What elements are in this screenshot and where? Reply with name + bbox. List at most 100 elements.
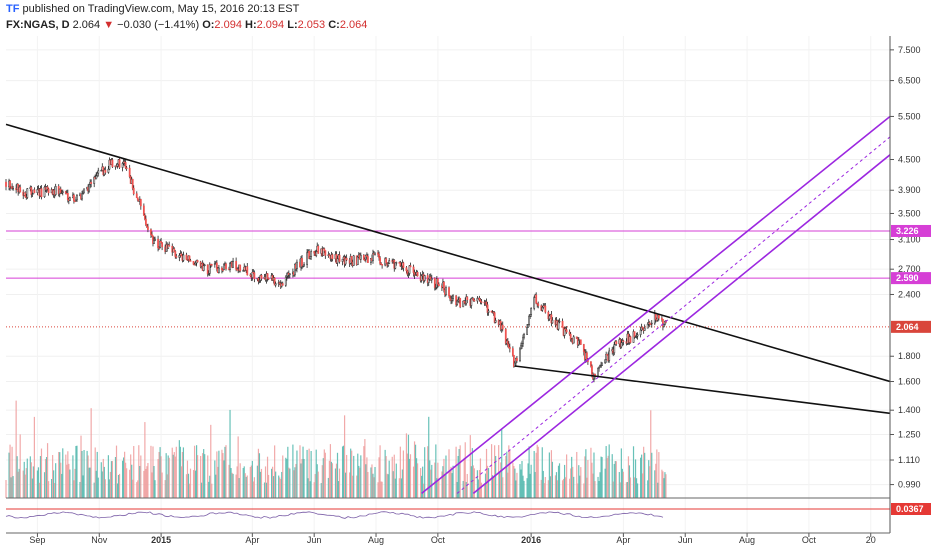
volume-bar xyxy=(72,455,74,498)
volume-bar xyxy=(246,475,248,498)
symbol-label[interactable]: FX:NGAS, D xyxy=(6,19,70,31)
volume-bar xyxy=(576,451,578,498)
candle-body xyxy=(125,167,128,169)
candle-body xyxy=(512,355,515,367)
volume-bar xyxy=(459,445,461,498)
candle-body xyxy=(147,226,149,230)
candle-body xyxy=(174,251,177,257)
volume-bar xyxy=(182,447,185,498)
volume-bar xyxy=(302,446,304,498)
volume-bar xyxy=(54,482,56,498)
candle-body xyxy=(116,163,119,167)
candle-body xyxy=(185,254,188,260)
candle-body xyxy=(363,259,366,261)
volume-bar xyxy=(87,455,89,498)
candle-body xyxy=(100,169,103,172)
candle-body xyxy=(374,252,376,255)
candle-body xyxy=(597,367,599,377)
horizontal-levels xyxy=(6,230,890,328)
volume-bar xyxy=(350,448,352,498)
candles xyxy=(5,157,667,383)
candle-body xyxy=(661,317,663,320)
volume-bar xyxy=(51,478,53,498)
volume-bar xyxy=(272,466,274,498)
candle-body xyxy=(504,328,507,344)
volume-bar xyxy=(109,471,112,498)
x-tick-label: Oct xyxy=(431,535,446,545)
candle-body xyxy=(622,340,625,342)
volume-bar xyxy=(527,463,529,498)
candle-body xyxy=(253,272,256,280)
volume-bar xyxy=(221,449,223,498)
volume-bar xyxy=(657,482,659,498)
candle-body xyxy=(207,273,210,275)
volume-bar xyxy=(110,461,113,498)
candle-body xyxy=(317,245,320,254)
volume-bar xyxy=(336,452,339,498)
volume-bar xyxy=(405,433,408,498)
volume-bar xyxy=(650,410,652,498)
volume-bar xyxy=(431,464,433,498)
candle-body xyxy=(142,205,145,216)
volume-bar xyxy=(75,445,77,498)
last-price-badge-bg xyxy=(891,320,931,333)
candle-body xyxy=(160,241,163,244)
volume-bar xyxy=(200,455,202,498)
volume-bar xyxy=(541,447,543,498)
volume-bar xyxy=(627,456,630,498)
candle-body xyxy=(359,254,362,260)
volume-bar xyxy=(658,452,660,498)
candle-body xyxy=(88,184,91,192)
candle-body xyxy=(296,261,298,269)
volume-bar xyxy=(129,469,131,498)
volume-bar xyxy=(167,455,169,498)
candle-body xyxy=(478,297,481,301)
volume-bar xyxy=(31,478,33,498)
volume-bar xyxy=(292,444,294,498)
volume-bar xyxy=(322,458,324,498)
volume-bar xyxy=(287,446,289,498)
volume-bar xyxy=(343,415,346,498)
candle-body xyxy=(459,297,462,308)
volume-bar xyxy=(29,456,31,498)
volume-bar xyxy=(235,474,237,498)
candle-body xyxy=(306,252,308,265)
volume-bar xyxy=(252,481,254,498)
candle-body xyxy=(530,308,533,315)
volume-bar xyxy=(386,473,388,498)
volume-bar xyxy=(465,481,467,498)
volume-bar xyxy=(521,461,523,498)
y-tick-label: 7.500 xyxy=(898,45,921,55)
volume-bar xyxy=(349,472,351,498)
volume-bar xyxy=(430,469,432,498)
candle-body xyxy=(161,242,164,248)
x-tick-label: Apr xyxy=(245,535,259,545)
volume-bar xyxy=(421,475,423,498)
volume-bar xyxy=(301,458,303,498)
candle-body xyxy=(43,186,46,198)
candle-body xyxy=(413,272,416,276)
candle-body xyxy=(5,181,7,187)
volume-bar xyxy=(40,448,43,498)
volume-bar xyxy=(365,464,367,498)
volume-bar xyxy=(281,471,283,498)
candle-body xyxy=(154,238,156,241)
candle-body xyxy=(150,229,152,235)
volume-bar xyxy=(52,455,54,498)
candle-body xyxy=(33,189,36,193)
volume-bar xyxy=(591,462,593,498)
candle-body xyxy=(409,265,412,268)
volume-bar xyxy=(444,475,446,498)
candle-body xyxy=(24,192,27,198)
volume-bar xyxy=(81,450,83,498)
volume-bar xyxy=(493,477,495,498)
volume-bar xyxy=(505,455,507,498)
candle-body xyxy=(182,254,185,261)
volume-bar xyxy=(327,477,329,498)
volume-bar xyxy=(328,460,330,498)
volume-bar xyxy=(502,477,504,498)
tradingview-logo[interactable]: TF xyxy=(6,3,20,15)
volume-bar xyxy=(377,482,379,498)
volume-bar xyxy=(114,457,117,498)
